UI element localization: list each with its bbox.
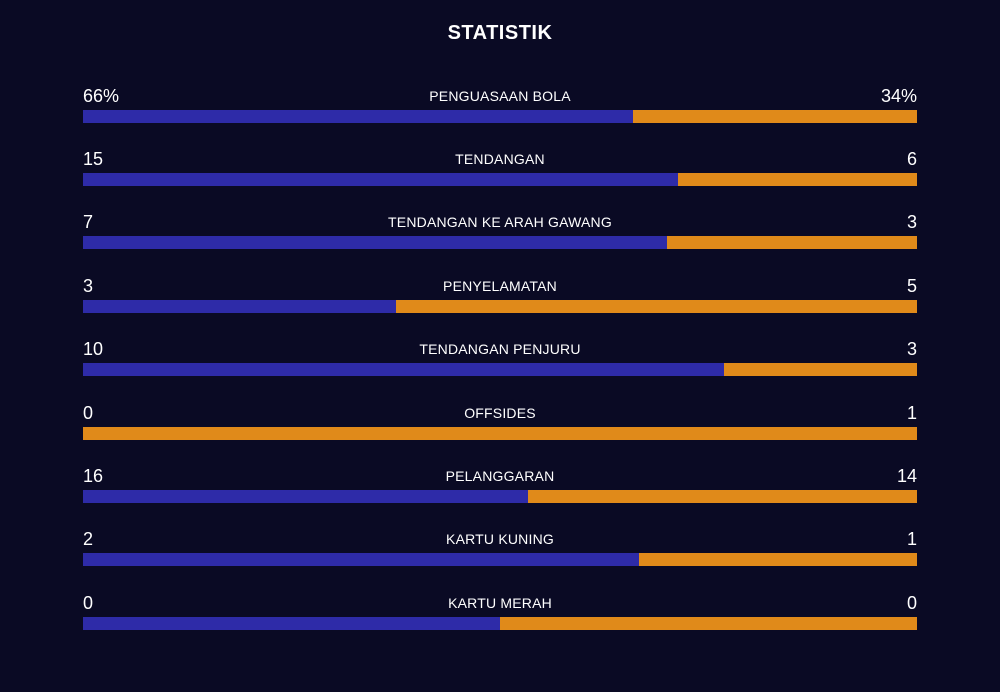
home-value: 3	[83, 276, 94, 296]
stat-bar	[83, 553, 917, 566]
home-value: 10	[83, 339, 104, 359]
stat-bar	[83, 427, 917, 440]
away-bar-fill	[724, 363, 917, 376]
stat-row-shots-on-target: 7 TENDANGAN KE ARAH GAWANG 3	[83, 210, 917, 260]
stat-row-corners: 10 TENDANGAN PENJURU 3	[83, 337, 917, 387]
home-value: 2	[83, 529, 94, 549]
away-bar-fill	[666, 236, 917, 249]
home-bar-fill	[83, 490, 528, 503]
stat-bar	[83, 363, 917, 376]
home-bar-fill	[83, 363, 725, 376]
stat-label: KARTU KUNING	[446, 531, 554, 547]
home-value: 15	[83, 149, 104, 169]
stat-row-possession: 66% PENGUASAAN BOLA 34%	[83, 84, 917, 134]
home-bar-fill	[83, 236, 667, 249]
stat-row-shots: 15 TENDANGAN 6	[83, 147, 917, 197]
stat-bar	[83, 617, 917, 630]
stat-label: TENDANGAN PENJURU	[419, 341, 581, 357]
stat-bar	[83, 300, 917, 313]
stat-label: TENDANGAN KE ARAH GAWANG	[388, 214, 612, 230]
stat-row-offsides: 0 OFFSIDES 1	[83, 401, 917, 451]
away-value: 1	[906, 403, 917, 423]
stat-bar	[83, 110, 917, 123]
home-bar-fill	[83, 110, 634, 123]
stat-row-fouls: 16 PELANGGARAN 14	[83, 464, 917, 514]
home-value: 16	[83, 466, 104, 486]
away-bar-fill	[633, 110, 917, 123]
stat-bar	[83, 236, 917, 249]
away-value: 14	[896, 466, 917, 486]
stat-label: PENGUASAAN BOLA	[429, 88, 571, 104]
home-value: 0	[83, 593, 94, 613]
stat-bar	[83, 173, 917, 186]
away-value: 6	[906, 149, 917, 169]
away-bar-fill	[527, 490, 917, 503]
away-value: 3	[906, 339, 917, 359]
home-value: 0	[83, 403, 94, 423]
away-bar-fill	[395, 300, 917, 313]
stat-bar	[83, 490, 917, 503]
away-bar-fill	[500, 617, 917, 630]
away-bar-fill	[83, 427, 917, 440]
away-bar-fill	[639, 553, 917, 566]
stat-label: PENYELAMATAN	[443, 278, 557, 294]
away-value: 5	[906, 276, 917, 296]
home-value: 7	[83, 212, 94, 232]
home-bar-fill	[83, 300, 396, 313]
stat-label: PELANGGARAN	[445, 468, 555, 484]
away-value: 3	[906, 212, 917, 232]
home-value: 66%	[83, 86, 120, 106]
stat-row-saves: 3 PENYELAMATAN 5	[83, 274, 917, 324]
home-bar-fill	[83, 617, 500, 630]
away-value: 34%	[880, 86, 917, 106]
stat-label: TENDANGAN	[455, 151, 545, 167]
stat-label: OFFSIDES	[464, 405, 536, 421]
away-value: 1	[906, 529, 917, 549]
home-bar-fill	[83, 553, 640, 566]
away-bar-fill	[678, 173, 917, 186]
stat-row-red-cards: 0 KARTU MERAH 0	[83, 591, 917, 641]
home-bar-fill	[83, 173, 679, 186]
page-title: STATISTIK	[447, 22, 553, 44]
away-value: 0	[906, 593, 917, 613]
stat-row-yellow-cards: 2 KARTU KUNING 1	[83, 527, 917, 577]
stat-label: KARTU MERAH	[448, 595, 552, 611]
